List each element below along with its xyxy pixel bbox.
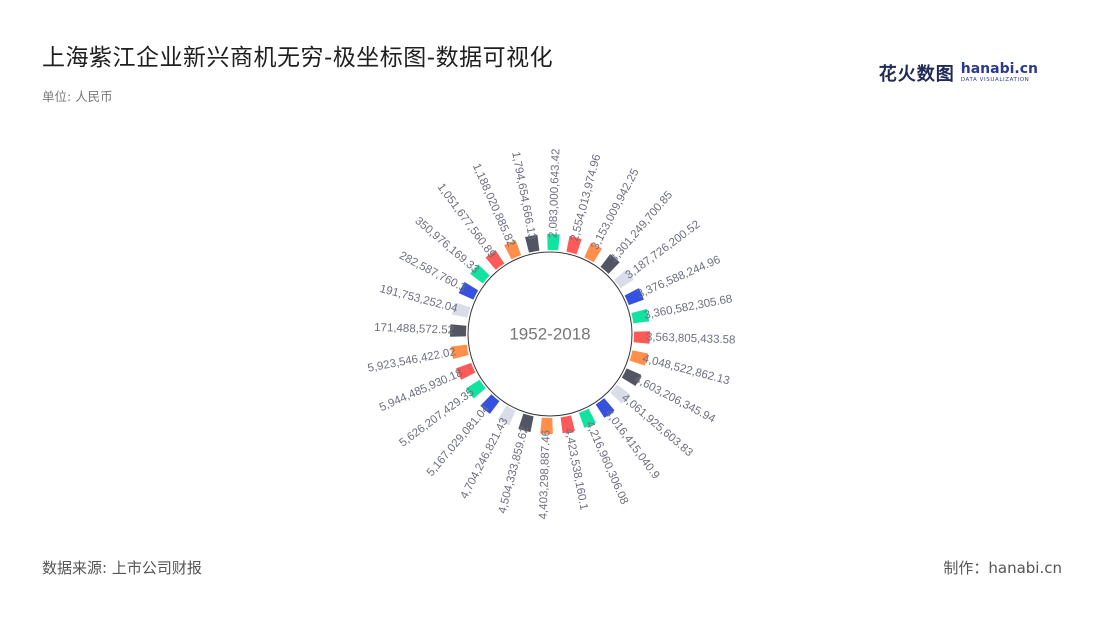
polar-bar-27 [504,240,522,260]
polar-bar-9 [629,350,649,366]
polar-bar-17 [498,405,516,426]
bar-label-22: 171,488,572.52 [374,322,454,337]
polar-bar-4 [600,254,620,274]
logo-text-cn: 花火数图 [878,64,955,85]
polar-bar-7 [631,309,650,324]
polar-bar-3 [584,242,602,263]
polar-bar-15 [540,417,553,434]
bar-label-1: 2,083,000,643.42 [547,148,562,238]
bar-label-23: 191,753,252.04 [378,283,459,315]
polar-bar-8 [633,331,650,344]
chart-title: 上海紫江企业新兴商机无穷-极坐标图-数据可视化 [42,45,554,71]
polar-bar-26 [485,250,505,270]
polar-bar-19 [466,379,486,399]
polar-bar-21 [450,344,469,359]
credit: 制作：hanabi.cn [943,559,1062,577]
polar-bar-23 [451,302,471,318]
bar-label-7: 3,360,582,305.68 [643,293,733,322]
logo-subtext: DATA VISUALIZATION [960,77,1030,84]
center-label: 1952-2018 [509,325,590,344]
polar-bar-2 [566,235,582,255]
brand-logo: 花火数图 hanabi.cn DATA VISUALIZATION [879,60,1038,86]
polar-bar-5 [614,269,634,289]
polar-bar-11 [610,384,630,404]
bar-label-21: 5,923,546,422.02 [367,346,457,375]
logo-word: hanabi.cn [960,61,1038,78]
polar-bar-28 [525,234,540,253]
polar-bar-18 [480,394,500,414]
polar-bar-22 [450,324,467,337]
polar-bar-13 [578,408,596,428]
logo-text-en: hanabi.cn DATA VISUALIZATION [961,62,1038,84]
polar-bar-6 [624,288,644,306]
polar-bar-12 [595,398,615,418]
bar-label-16: 4,504,333,859.62 [497,425,532,515]
bar-label-28: 1,794,654,666.13 [509,151,538,241]
bars-layer [450,233,650,434]
polar-bar-10 [621,368,642,386]
polar-bar-25 [470,264,490,284]
polar-bar-16 [518,413,534,433]
polar-bar-24 [458,282,479,300]
polar-bar-14 [560,415,575,434]
data-source: 数据来源: 上市公司财报 [42,559,202,577]
unit-label: 单位: 人民币 [42,89,113,104]
center-circle [467,251,633,417]
bar-label-14: 4,423,538,160.1 [562,427,589,511]
bar-label-15: 4,403,298,887.46 [538,430,553,520]
polar-bar-1 [547,233,560,251]
bar-label-8: 3,563,805,433.58 [646,331,736,346]
polar-bar-20 [456,362,476,380]
